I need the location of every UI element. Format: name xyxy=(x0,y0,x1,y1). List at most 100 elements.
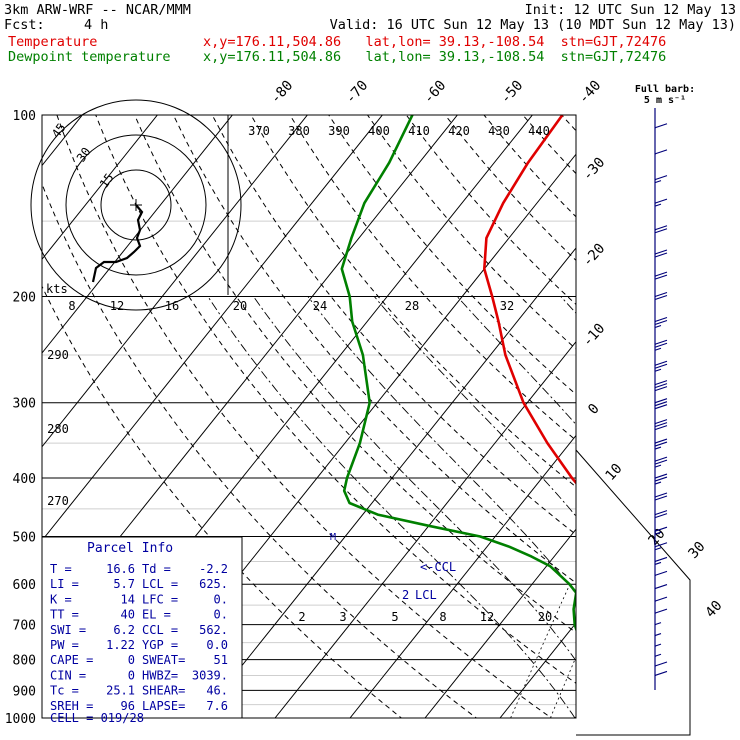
wind-barb-flag xyxy=(654,531,662,535)
plot-frame xyxy=(41,114,577,719)
dry-adiabat-line xyxy=(600,115,740,731)
wind-barb-flag xyxy=(654,653,662,657)
wind-barb-flag xyxy=(654,175,668,181)
theta-e-tick-label: 390 xyxy=(328,124,350,138)
parcel-field-value: 0.0 xyxy=(206,638,228,652)
parcel-field-label: PW = xyxy=(50,638,79,652)
parcel-info-title: Parcel Info xyxy=(87,541,173,556)
wind-barb-flag xyxy=(654,386,668,392)
dry-adiabat-line xyxy=(250,115,576,488)
hodograph-units-label: kts xyxy=(46,282,68,296)
pressure-tick-label: 400 xyxy=(13,472,36,487)
isotherm-line xyxy=(274,340,576,718)
isotherm-tick-label: -20 xyxy=(580,241,609,271)
isotherm-tick-label: -50 xyxy=(498,78,527,108)
isotherm-line xyxy=(424,528,576,718)
parcel-field-value: 0. xyxy=(214,592,228,606)
wind-barb-flag xyxy=(654,547,662,551)
pressure-tick-label: 100 xyxy=(13,109,36,124)
wind-barb-flag xyxy=(654,294,668,301)
dry-adiabat-line xyxy=(522,115,576,175)
wind-barb-flag xyxy=(654,342,668,348)
parcel-field-label: LFC = xyxy=(142,592,178,606)
wind-barb-flag xyxy=(654,404,668,410)
parcel-info-box xyxy=(41,536,243,719)
pressure-tick-label: 500 xyxy=(13,530,36,545)
moist-adiabat-line xyxy=(456,296,576,426)
moist-adiabat-line xyxy=(207,296,576,718)
isotherm-tick-label: -80 xyxy=(268,78,297,108)
wind-barb-flag xyxy=(654,476,668,482)
wind-barb-flag xyxy=(654,561,662,565)
parcel-field-label: LAPSE= xyxy=(142,699,185,713)
wind-barb-flag xyxy=(654,584,668,590)
wind-barb-flag xyxy=(654,608,668,614)
wind-barb-flag xyxy=(654,481,662,485)
parcel-field-value: 46. xyxy=(206,684,228,698)
ccl-label: <-CCL xyxy=(420,560,456,574)
parcel-field-label: EL = xyxy=(142,608,171,622)
parcel-field-value: -2.2 xyxy=(199,562,228,576)
wind-barb-flag xyxy=(654,425,668,431)
wind-barb-flag xyxy=(654,274,668,280)
lower-extension-frame xyxy=(575,449,691,736)
parcel-field-label: SWEAT= xyxy=(142,653,185,667)
parcel-field-value: 25.1 xyxy=(106,684,135,698)
dry-adiabat-line xyxy=(134,115,576,634)
wind-barb-flag xyxy=(654,622,662,626)
wind-barb-flag xyxy=(654,473,668,479)
wind-barb-flag xyxy=(654,456,668,462)
mixing-ratio-line xyxy=(510,584,571,718)
hodograph-ring-label: 45 xyxy=(49,121,69,141)
mixing-ratio-label: 5 xyxy=(391,610,398,624)
isotherm-tick-label: 40 xyxy=(702,598,725,621)
parcel-field-value: 625. xyxy=(199,577,228,591)
isotherm-tick-label: -10 xyxy=(580,321,609,351)
wind-barb-flag xyxy=(654,368,662,372)
wind-barb-flag xyxy=(654,252,668,258)
dewpoint-legend: Dewpoint temperature xyxy=(8,49,171,65)
theta-e-tick-label: 370 xyxy=(248,124,270,138)
dewpoint-profile xyxy=(340,115,576,633)
init-time: Init: 12 UTC Sun 12 May 13 xyxy=(524,2,736,18)
dry-adiabat-line xyxy=(42,182,478,718)
pressure-tick-label: 1000 xyxy=(5,712,36,727)
theta-tick-label: 290 xyxy=(47,348,69,362)
forecast-value: 4 h xyxy=(84,17,109,33)
wind-barb-flag xyxy=(654,398,668,404)
wind-barb-flag xyxy=(654,441,668,447)
mixing-ratio-line xyxy=(550,656,576,718)
dry-adiabat-line xyxy=(95,115,576,684)
wind-barb-flag xyxy=(654,401,668,407)
parcel-field-value: 40 xyxy=(121,608,135,622)
dry-adiabat-line xyxy=(172,115,576,584)
parcel-field-label: Tc = xyxy=(50,684,79,698)
hodograph-ring xyxy=(65,134,207,276)
temperature-legend: Temperature xyxy=(8,34,98,50)
parcel-field-value: 14 xyxy=(121,592,135,606)
isotherm-line xyxy=(42,115,233,354)
upper-axis-label: 12 xyxy=(110,299,124,313)
pressure-tick-label: 600 xyxy=(13,578,36,593)
wind-barb-flag xyxy=(654,510,668,516)
hodograph-trace xyxy=(91,204,144,283)
theta-e-tick-label: 410 xyxy=(408,124,430,138)
wind-barb-flag xyxy=(654,363,668,369)
temperature-profile xyxy=(482,115,576,485)
upper-axis-label: 24 xyxy=(313,299,327,313)
isotherm-tick-label: 0 xyxy=(585,401,603,418)
mixing-ratio-label: 3 xyxy=(339,610,346,624)
isotherm-line xyxy=(650,115,740,718)
wind-barb-flag xyxy=(654,380,668,386)
wind-barb-flag xyxy=(654,446,662,450)
wind-barb-flag xyxy=(654,339,668,345)
mixing-ratio-line xyxy=(654,584,705,718)
theta-tick-label: 270 xyxy=(47,494,69,508)
parcel-field-value: 96 xyxy=(121,699,135,713)
wind-barb-flag xyxy=(654,316,668,323)
barb-legend-line2: 5 m s⁻¹ xyxy=(644,95,686,106)
dry-adiabat-line xyxy=(717,115,740,731)
parcel-field-value: 51 xyxy=(214,653,228,667)
parcel-field-label: T = xyxy=(50,562,72,576)
